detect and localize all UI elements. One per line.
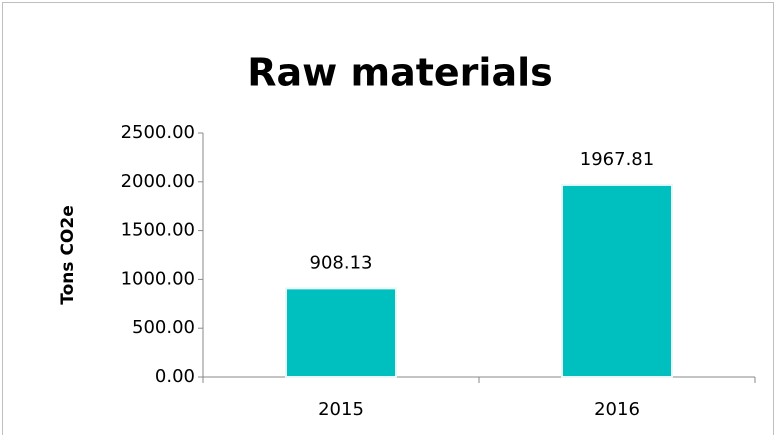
- x-tick-label: 2016: [594, 399, 640, 420]
- bar: [561, 183, 673, 378]
- y-tick-label: 2000.00: [121, 171, 195, 192]
- data-label: 908.13: [310, 252, 373, 273]
- data-label: 1967.81: [580, 149, 654, 170]
- y-tick-label: 0.00: [155, 366, 195, 387]
- y-tick-label: 500.00: [132, 317, 195, 338]
- chart-title: Raw materials: [247, 51, 552, 95]
- y-tick-label: 1500.00: [121, 220, 195, 241]
- x-tick-label: 2015: [318, 399, 364, 420]
- y-axis-label: Tons CO2e: [58, 205, 78, 304]
- bar: [285, 287, 397, 379]
- y-tick-label: 1000.00: [121, 268, 195, 289]
- y-tick-label: 2500.00: [121, 122, 195, 143]
